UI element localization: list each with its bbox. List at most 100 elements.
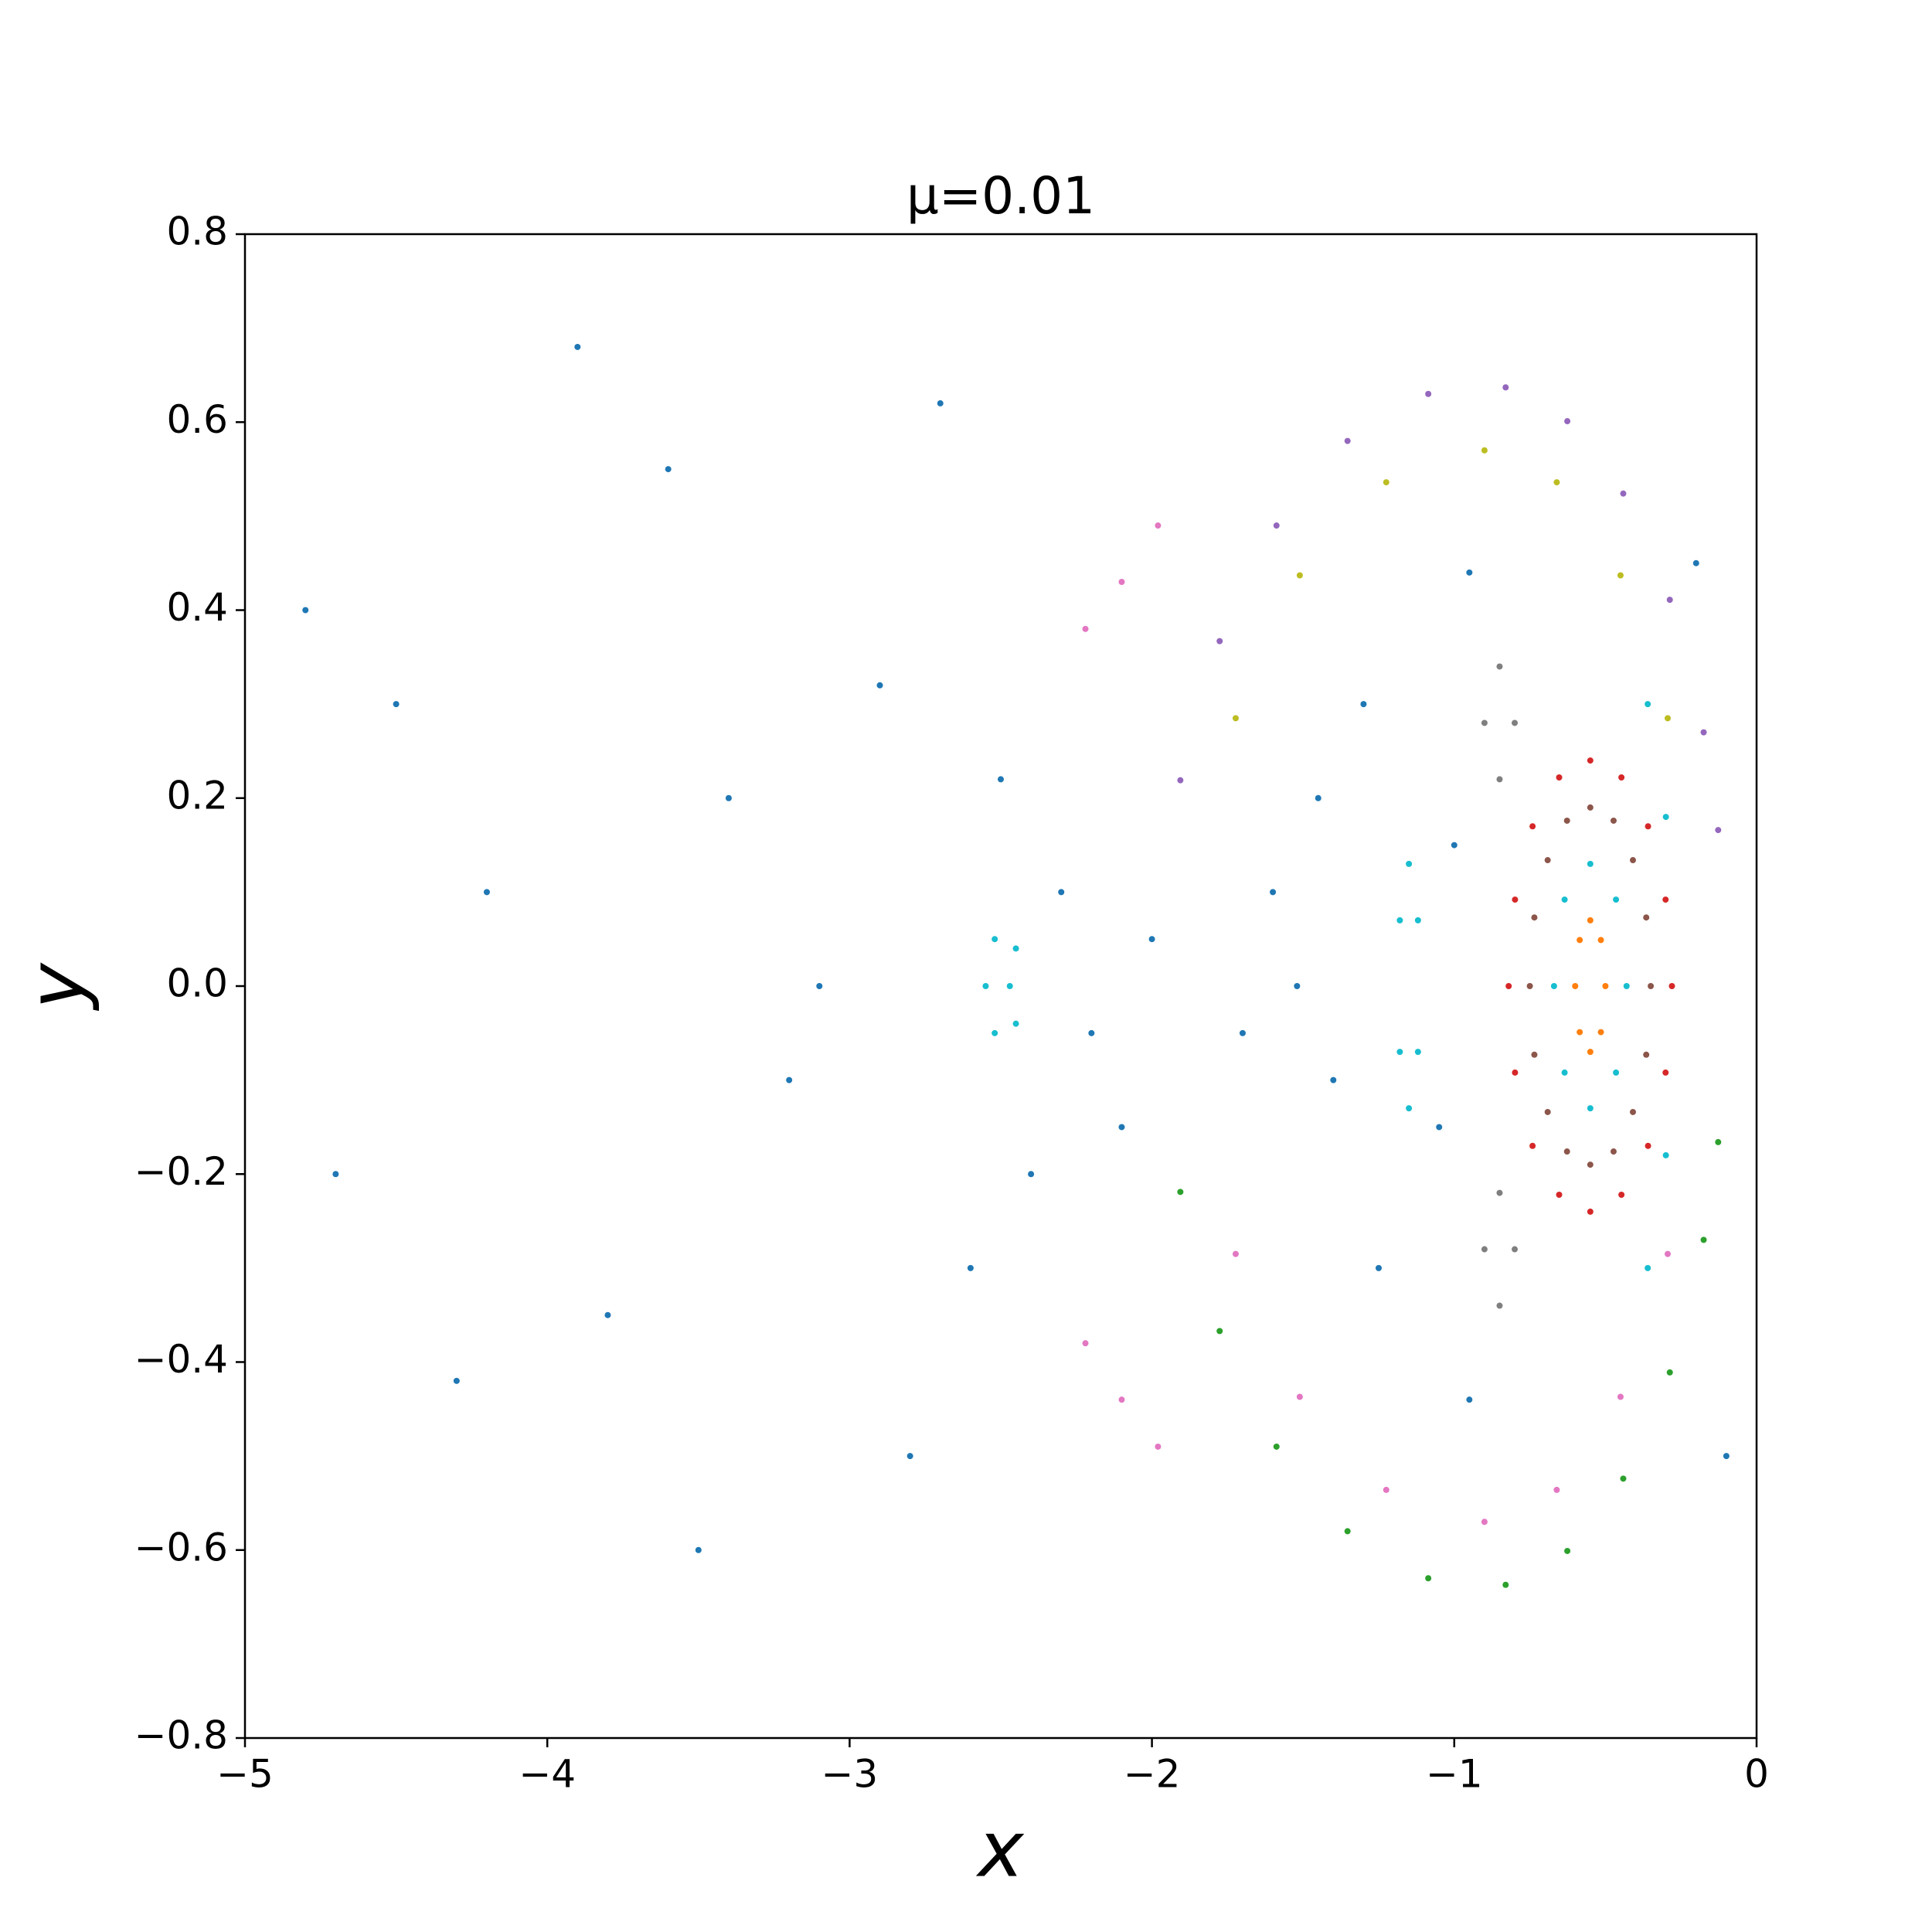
scatter-point [1512, 719, 1519, 726]
scatter-point [1496, 776, 1503, 783]
scatter-point [1406, 1105, 1413, 1112]
scatter-point [1273, 1443, 1280, 1450]
scatter-point [1155, 1443, 1162, 1450]
scatter-point [1662, 1151, 1669, 1158]
scatter-point [1481, 1519, 1488, 1526]
scatter-point [1466, 569, 1473, 576]
scatter-point [1544, 857, 1551, 864]
scatter-point [1643, 914, 1650, 921]
scatter-point [1700, 1236, 1707, 1243]
scatter-point [1396, 1049, 1403, 1056]
scatter-point [1617, 1393, 1624, 1400]
scatter-point [1232, 1250, 1239, 1257]
scatter-point [1082, 1340, 1089, 1347]
scatter-point [1563, 817, 1570, 824]
x-tick-label: −1 [1426, 1752, 1483, 1797]
scatter-point [967, 1264, 974, 1271]
y-tick-label: 0.0 [166, 961, 228, 1006]
y-tick-label: −0.6 [134, 1525, 228, 1570]
scatter-point [1561, 896, 1568, 903]
scatter-point [1723, 1453, 1730, 1460]
scatter-point [1531, 1051, 1538, 1058]
scatter-point [1496, 1189, 1503, 1196]
scatter-point [1643, 1051, 1650, 1058]
scatter-point [1148, 936, 1155, 943]
scatter-point [604, 1311, 611, 1318]
scatter-point [1577, 937, 1583, 944]
y-tick-label: −0.8 [134, 1713, 228, 1758]
scatter-point [1082, 625, 1089, 632]
scatter-point [1577, 1029, 1583, 1036]
scatter-point [1012, 1020, 1019, 1027]
scatter-point [1481, 447, 1488, 454]
scatter-point [1239, 1029, 1246, 1036]
scatter-point [1177, 1189, 1184, 1196]
scatter-point [1613, 1069, 1620, 1076]
scatter-point [992, 1029, 998, 1036]
scatter-point [1012, 945, 1019, 952]
scatter-point [982, 983, 989, 989]
scatter-point [1629, 857, 1636, 864]
scatter-point [453, 1377, 460, 1384]
x-tick-label: −4 [519, 1752, 576, 1797]
scatter-point [1177, 777, 1184, 784]
scatter-point [1155, 522, 1162, 529]
chart-title: μ=0.01 [906, 166, 1095, 226]
scatter-point [1662, 896, 1669, 903]
scatter-point [1550, 983, 1557, 989]
scatter-point [1645, 1142, 1651, 1149]
scatter-point [1360, 701, 1367, 708]
scatter-point [1481, 1246, 1488, 1253]
scatter-point [1561, 1069, 1568, 1076]
scatter-point [1481, 719, 1488, 726]
scatter-point [1666, 597, 1673, 604]
x-tick-label: −5 [216, 1752, 274, 1797]
scatter-point [1587, 1162, 1594, 1168]
scatter-point [1664, 715, 1671, 722]
scatter-point [1526, 983, 1533, 989]
scatter-point [1587, 917, 1594, 923]
scatter-point [1425, 390, 1432, 397]
scatter-point [1564, 418, 1571, 425]
scatter-point [1597, 937, 1604, 944]
scatter-point [1466, 1396, 1473, 1403]
scatter-point [1668, 983, 1675, 989]
scatter-point [1587, 804, 1594, 811]
scatter-point [1118, 579, 1125, 586]
scatter-point [1406, 860, 1413, 867]
scatter-point [1502, 384, 1509, 391]
y-tick-label: 0.8 [166, 209, 228, 254]
scatter-point [1620, 490, 1627, 497]
scatter-point [1597, 1029, 1604, 1036]
scatter-point [906, 1453, 913, 1460]
scatter-point [1496, 1302, 1503, 1309]
scatter-point [1296, 1393, 1303, 1400]
scatter-point [1294, 983, 1301, 989]
scatter-point [1645, 1264, 1651, 1271]
scatter-point [1531, 914, 1538, 921]
scatter-point [1502, 1581, 1509, 1588]
scatter-point [1587, 860, 1594, 867]
scatter-point [1436, 1124, 1443, 1131]
scatter-point [1610, 817, 1617, 824]
scatter-point [1330, 1077, 1337, 1083]
scatter-point [816, 983, 823, 989]
y-tick-label: 0.2 [166, 773, 228, 818]
scatter-point [1587, 1105, 1594, 1112]
y-tick-label: 0.6 [166, 397, 228, 442]
scatter-point [1563, 1148, 1570, 1155]
scatter-point [1216, 638, 1223, 645]
scatter-point [1058, 889, 1065, 896]
x-tick-label: −3 [821, 1752, 879, 1797]
scatter-point [1232, 715, 1239, 722]
scatter-point [1662, 1069, 1669, 1076]
scatter-point [1315, 794, 1321, 801]
scatter-point [665, 466, 672, 473]
scatter-point [1512, 896, 1519, 903]
scatter-point [1564, 1547, 1571, 1554]
scatter-point [725, 794, 732, 801]
scatter-point [1414, 917, 1421, 923]
scatter-point [1414, 1049, 1421, 1056]
scatter-point [1512, 1069, 1519, 1076]
